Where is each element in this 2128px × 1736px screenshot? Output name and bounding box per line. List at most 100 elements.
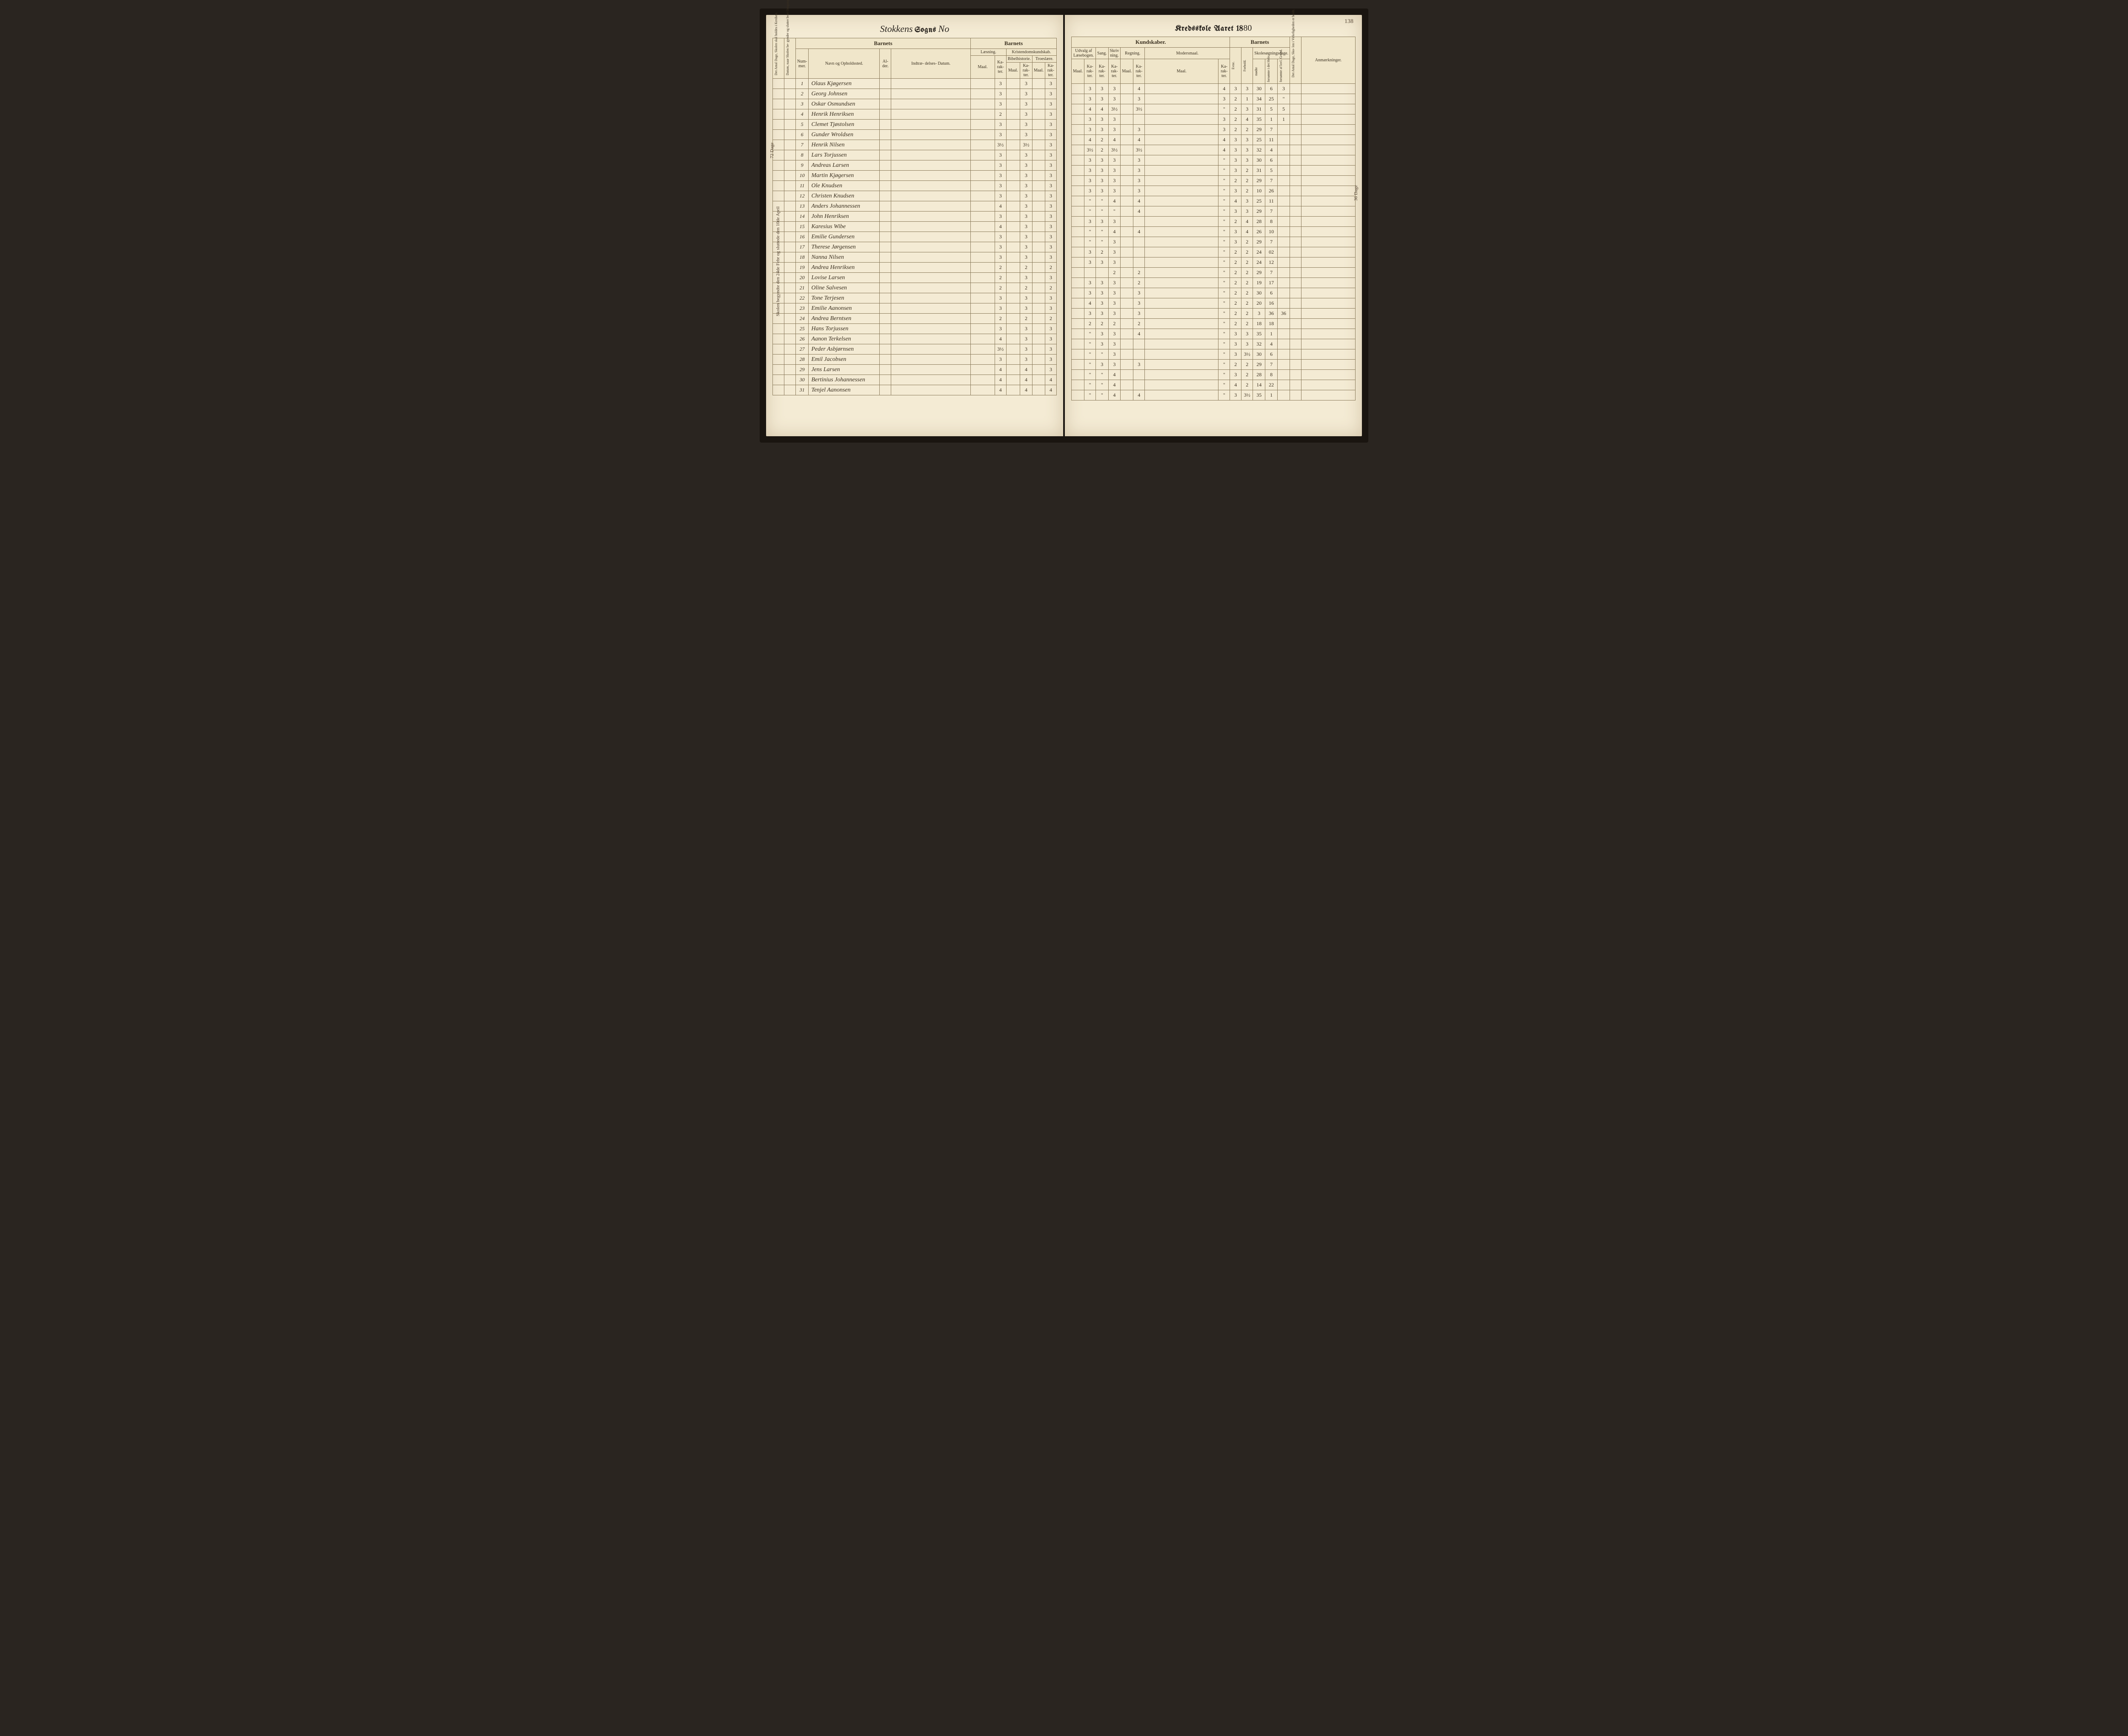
table-row: 4 4 3½ 3½ " 2 3 31 5 5 <box>1072 104 1356 114</box>
table-row: 22 Tone Terjesen 3 3 3 <box>773 293 1057 303</box>
col-kar-u: Ka- rak- ter. <box>1084 59 1096 84</box>
table-row: 4 Henrik Henriksen 2 3 3 <box>773 109 1057 120</box>
table-row: 3 3 3 3 2 4 35 1 1 <box>1072 114 1356 125</box>
table-row: 3 3 3 3 " 3 2 31 5 <box>1072 166 1356 176</box>
col-evne: Evne. <box>1231 49 1235 83</box>
col-sang: Sang. <box>1096 48 1109 59</box>
table-row: 18 Nanna Nilsen 3 3 3 <box>773 252 1057 263</box>
table-row: 3 3 3 3 " 3 2 10 26 <box>1072 186 1356 196</box>
right-title: Kredsskole Aaret 1880 <box>1071 23 1356 33</box>
col-alder: Al- der. <box>880 49 891 79</box>
col-laesning: Læsning. <box>971 49 1007 56</box>
margin-note-days: 72 Dage <box>769 143 775 158</box>
table-row: " 3 3 " 3 3 32 4 <box>1072 339 1356 349</box>
parish-name: Stokkens <box>880 23 913 34</box>
col-moders: Modersmaal. <box>1145 48 1230 59</box>
col-skolesog: Skolesøgningsdage. <box>1253 48 1290 59</box>
sogns-label: Sogns <box>915 26 936 34</box>
col-forhold: Forhold. <box>1243 49 1247 83</box>
table-row: " " 3 " 3 3½ 30 6 <box>1072 349 1356 360</box>
col-fors-hele: forsømte i det Hele. <box>1267 61 1270 82</box>
table-row: 17 Therese Jørgensen 3 3 3 <box>773 242 1057 252</box>
col-maal-1: Maal. <box>971 56 995 79</box>
margin-note-right: 36 Dage <box>1353 185 1359 201</box>
no-label: No <box>938 23 950 34</box>
table-row: 3 2 3 " 2 2 24 02 <box>1072 247 1356 257</box>
col-udvalg: Udvalg af Læsebogen. <box>1072 48 1096 59</box>
barnets-header-3: Barnets <box>1230 37 1290 48</box>
margin-note-dates: Skolen begyndte den 24de Febr og slutted… <box>775 206 781 316</box>
table-row: " 3 3 3 " 2 2 29 7 <box>1072 360 1356 370</box>
table-row: 1 Olaus Kjøgersen 3 3 3 <box>773 79 1057 89</box>
col-nummer: Num- mer. <box>796 49 809 79</box>
col-kar-sa: Ka- rak- ter. <box>1096 59 1109 84</box>
left-table: Det Antal Dage, Skolen skal holdes i Kre… <box>772 38 1057 395</box>
barnets-header-1: Barnets <box>796 38 971 49</box>
table-row: 19 Andrea Henriksen 2 2 2 <box>773 263 1057 273</box>
table-row: 3 3 3 3 " 3 3 30 6 <box>1072 155 1356 166</box>
table-row: 13 Anders Johannessen 4 3 3 <box>773 201 1057 212</box>
table-row: 31 Tenjel Aanonsen 4 4 4 <box>773 385 1057 395</box>
col-kar-2: Ka- rak- ter. <box>1020 63 1033 79</box>
barnets-header-2: Barnets <box>971 38 1057 49</box>
kundskaber-header: Kundskaber. <box>1072 37 1230 48</box>
table-row: 3 3 3 3 " 2 2 30 6 <box>1072 288 1356 298</box>
table-row: 27 Peder Asbjørnsen 3½ 3 3 <box>773 344 1057 355</box>
table-row: 3 3 3 3 3 2 2 29 7 <box>1072 125 1356 135</box>
table-row: 4 3 3 3 " 2 2 20 16 <box>1072 298 1356 309</box>
left-page: 72 Dage Skolen begyndte den 24de Febr og… <box>766 15 1063 436</box>
col-modte: mødte <box>1254 61 1258 82</box>
table-row: " " 4 4 " 3 4 26 10 <box>1072 227 1356 237</box>
table-row: " " 4 " 4 2 14 22 <box>1072 380 1356 390</box>
year-suffix: 80 <box>1243 23 1252 33</box>
left-title: Stokkens Sogns No <box>772 23 1057 34</box>
col-anmaerk: Anmærkninger. <box>1301 37 1356 84</box>
table-row: 10 Martin Kjøgersen 3 3 3 <box>773 171 1057 181</box>
table-row: 24 Andrea Berntsen 2 2 2 <box>773 314 1057 324</box>
col-kar-3: Ka- rak- ter. <box>1045 63 1057 79</box>
table-row: 20 Lovise Larsen 2 3 3 <box>773 273 1057 283</box>
table-row: 9 Andreas Larsen 3 3 3 <box>773 160 1057 171</box>
col-maal-u: Maal. <box>1072 59 1084 84</box>
col-bibel: Bibelhistorie. <box>1006 56 1032 63</box>
table-row: 29 Jens Larsen 4 4 3 <box>773 365 1057 375</box>
col-kar-r: Ka- rak- ter. <box>1133 59 1145 84</box>
table-row: 3 3 3 " 2 4 28 8 <box>1072 217 1356 227</box>
col-regning: Regning. <box>1121 48 1145 59</box>
table-row: 3 3 3 4 4 3 3 30 6 3 <box>1072 84 1356 94</box>
table-row: 3 3 3 3 3 2 1 34 25 " <box>1072 94 1356 104</box>
kredsskole-label: Kredsskole Aaret 18 <box>1175 25 1244 33</box>
right-page: 138 36 Dage Kredsskole Aaret 1880 Kundsk… <box>1065 15 1362 436</box>
table-row: 3 3 3 2 " 2 2 19 17 <box>1072 278 1356 288</box>
col-fors-lovl: forsømte af lovl. Grund. <box>1279 61 1283 82</box>
col-virkelig: Det Antal Dage, Sko- len i Virkeligheden… <box>1291 43 1295 77</box>
col-maal-2: Maal. <box>1006 63 1020 79</box>
table-row: 28 Emil Jacobsen 3 3 3 <box>773 355 1057 365</box>
col-datum: Datum, naar Skolen be- gynder og slutter… <box>786 41 789 75</box>
table-row: " " 4 " 3 2 28 8 <box>1072 370 1356 380</box>
col-kristendom: Kristendomskundskab. <box>1006 49 1056 56</box>
col-indtrae: Indtræ- delses- Datum. <box>891 49 971 79</box>
table-row: 12 Christen Knudsen 3 3 3 <box>773 191 1057 201</box>
table-row: 3 3 3 3 " 2 2 3 36 36 <box>1072 309 1356 319</box>
col-maal-r: Maal. <box>1121 59 1133 84</box>
col-kar-sk: Ka- rak- ter. <box>1108 59 1121 84</box>
table-row: 16 Emilie Gundersen 3 3 3 <box>773 232 1057 242</box>
table-row: 6 Gunder Wroldsen 3 3 3 <box>773 130 1057 140</box>
table-row: 30 Bertinius Johannessen 4 4 4 <box>773 375 1057 385</box>
table-row: 4 2 4 4 4 3 3 25 11 <box>1072 135 1356 145</box>
table-row: 3 3 3 3 " 2 2 29 7 <box>1072 176 1356 186</box>
table-row: 2 2 " 2 2 29 7 <box>1072 268 1356 278</box>
col-kar-m: Ka- rak- ter. <box>1218 59 1230 84</box>
col-kar-1: Ka- rak- ter. <box>995 56 1006 79</box>
table-row: " " " 4 " 3 3 29 7 <box>1072 206 1356 217</box>
table-row: 11 Ole Knudsen 3 3 3 <box>773 181 1057 191</box>
col-maal-3: Maal. <box>1032 63 1045 79</box>
ledger-book: 72 Dage Skolen begyndte den 24de Febr og… <box>760 9 1368 443</box>
col-navn: Navn og Opholdssted. <box>809 49 880 79</box>
col-skriv: Skriv ning. <box>1108 48 1121 59</box>
table-row: " " 4 4 " 3 3½ 35 1 <box>1072 390 1356 400</box>
col-maal-m: Maal. <box>1145 59 1218 84</box>
table-row: 25 Hans Torjussen 3 3 3 <box>773 324 1057 334</box>
col-antal-dage: Det Antal Dage, Skolen skal holdes i Kre… <box>774 41 778 75</box>
